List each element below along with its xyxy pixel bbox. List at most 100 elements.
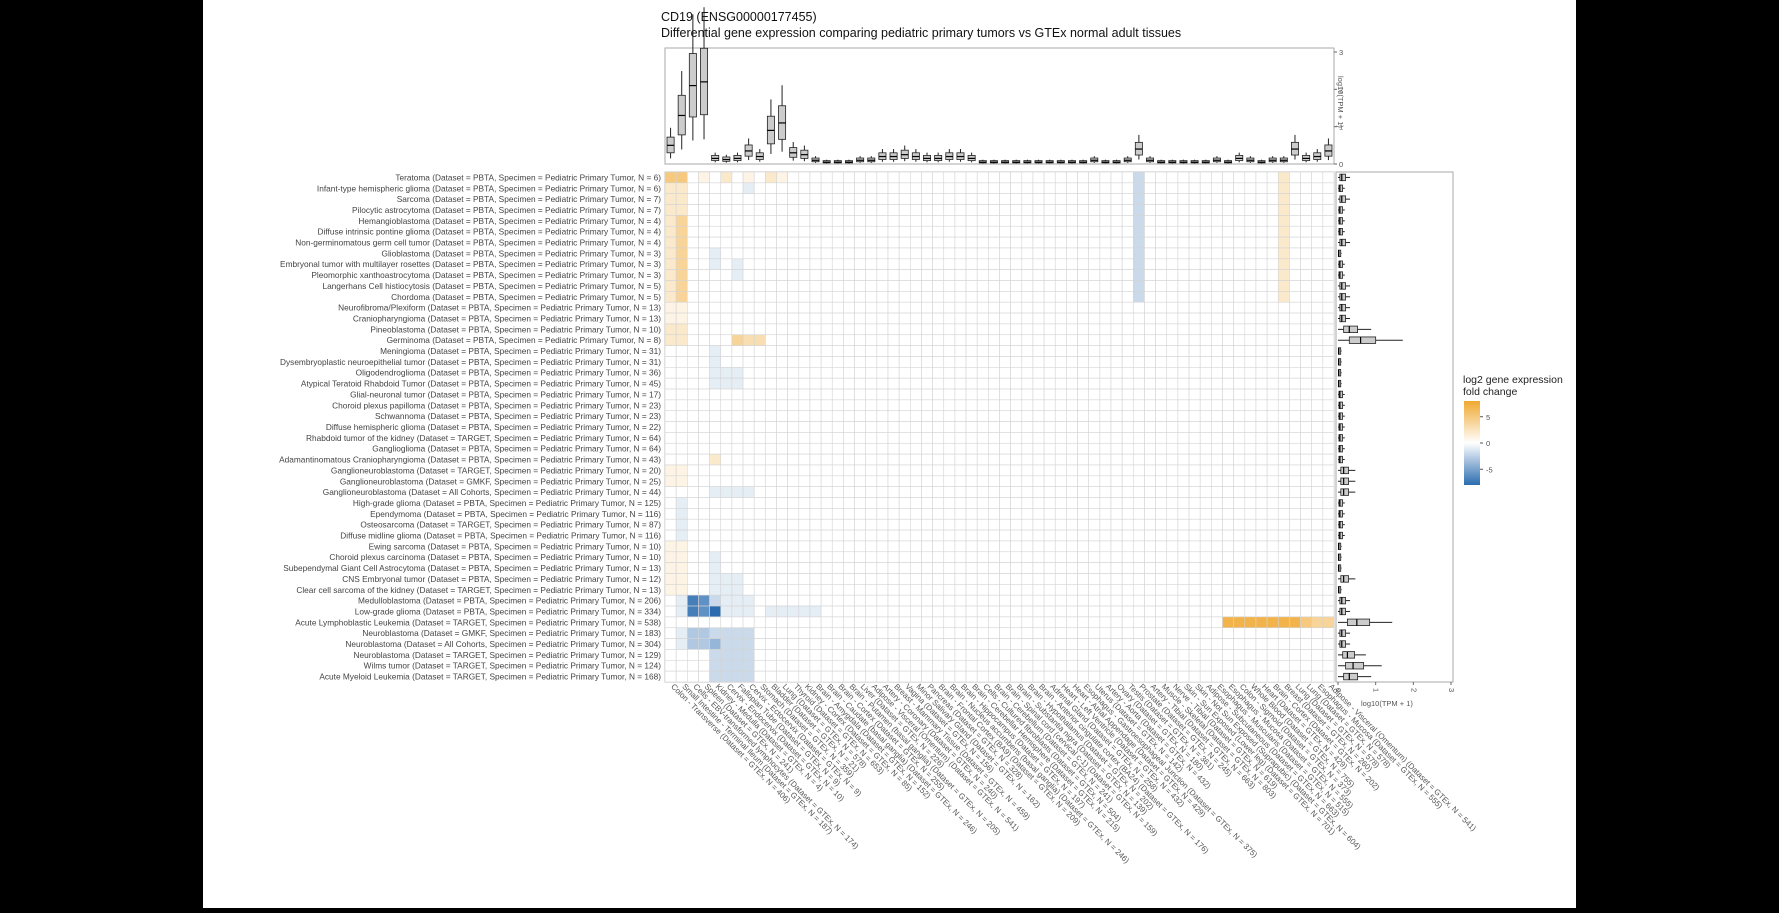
right-boxplot-box [1340,575,1349,583]
heatmap-cell [831,486,844,498]
heatmap-cell [898,280,911,292]
heatmap-cell [1110,540,1123,553]
heatmap-cell [1322,193,1335,205]
heatmap-cell [1233,432,1246,444]
heatmap-cell [976,497,989,509]
heatmap-cell [698,345,710,357]
heatmap-cell [1010,562,1023,574]
heatmap-cell [1255,605,1268,618]
heatmap-cell [1010,323,1023,336]
heatmap-cell [999,334,1011,346]
heatmap-cell [1155,518,1168,531]
heatmap-cell [698,497,710,509]
heatmap-cell [675,464,688,477]
heatmap-cell [664,215,677,227]
heatmap-cell [831,301,844,314]
heatmap-cell [843,540,855,553]
heatmap-cell [976,377,989,390]
heatmap-cell [1300,171,1313,184]
heatmap-cell [943,605,956,618]
heatmap-cell [698,301,710,314]
heatmap-cell [1043,215,1056,227]
heatmap-cell [698,258,710,270]
heatmap-cell [1199,518,1212,531]
heatmap-cell [720,529,733,542]
heatmap-cell [742,269,755,281]
heatmap-cell [798,182,811,195]
heatmap-cell [999,345,1011,357]
heatmap-cell [1054,236,1067,249]
heatmap-cell [1099,388,1112,401]
heatmap-cell [720,280,733,292]
heatmap-cell [1188,334,1201,346]
heatmap-cell [776,497,788,509]
heatmap-cell [932,432,945,444]
row-label: Pineoblastoma (Dataset = PBTA, Specimen … [370,324,661,334]
heatmap-cell [988,638,1000,650]
heatmap-cell [1188,236,1201,249]
heatmap-cell [1222,649,1234,661]
heatmap-cell [820,301,833,314]
heatmap-cell [843,334,855,346]
heatmap-cell [876,464,889,477]
heatmap-cell [1233,193,1246,205]
heatmap-cell [1322,356,1335,368]
heatmap-cell [1121,497,1134,509]
heatmap-cell [1121,204,1134,216]
heatmap-cell [965,562,978,574]
heatmap-cell [1322,323,1335,336]
heatmap-cell [1166,508,1179,520]
heatmap-cell [1244,562,1257,574]
row-label: Rhabdoid tumor of the kidney (Dataset = … [306,433,661,443]
heatmap-cell [1043,225,1056,238]
heatmap-cell [988,508,1000,520]
heatmap-cell [1277,659,1290,672]
heatmap-cell [1132,388,1145,401]
heatmap-cell [742,442,755,455]
heatmap-cell [898,497,911,509]
heatmap-cell [709,193,722,205]
heatmap-cell [887,659,900,672]
heatmap-cell [1244,605,1257,618]
heatmap-cell [675,323,688,336]
heatmap-cell [664,410,677,422]
heatmap-cell [798,432,811,444]
heatmap-cell [932,659,945,672]
heatmap-cell [1222,616,1234,629]
heatmap-cell [1311,204,1324,216]
row-label: Wilms tumor (Dataset = TARGET, Specimen … [364,661,662,671]
heatmap-cell [1077,388,1089,401]
heatmap-cell [1289,193,1301,205]
heatmap-cell [1311,638,1324,650]
heatmap-cell [943,594,956,607]
heatmap-cell [1188,551,1201,563]
heatmap-cell [1010,649,1023,661]
heatmap-cell [1021,312,1034,325]
heatmap-cell [843,225,855,238]
heatmap-cell [921,334,933,346]
heatmap-cell [1032,410,1045,422]
heatmap-cell [1121,388,1134,401]
heatmap-cell [898,323,911,336]
heatmap-cell [909,356,922,368]
heatmap-cell [820,334,833,346]
heatmap-cell [1144,345,1156,357]
heatmap-cell [675,540,688,553]
heatmap-cell [1233,627,1246,639]
heatmap-cell [1222,215,1234,227]
heatmap-cell [854,225,866,238]
heatmap-cell [1166,540,1179,553]
heatmap-cell [1032,367,1045,379]
heatmap-cell [1233,215,1246,227]
heatmap-cell [1300,453,1313,466]
heatmap-cell [1300,182,1313,195]
heatmap-cell [1088,659,1101,672]
heatmap-cell [1032,616,1045,629]
heatmap-cell [809,475,822,487]
heatmap-cell [709,486,722,498]
heatmap-cell [1121,215,1134,227]
heatmap-cell [1121,291,1134,303]
heatmap-cell [932,638,945,650]
heatmap-cell [999,605,1011,618]
heatmap-cell [999,649,1011,661]
